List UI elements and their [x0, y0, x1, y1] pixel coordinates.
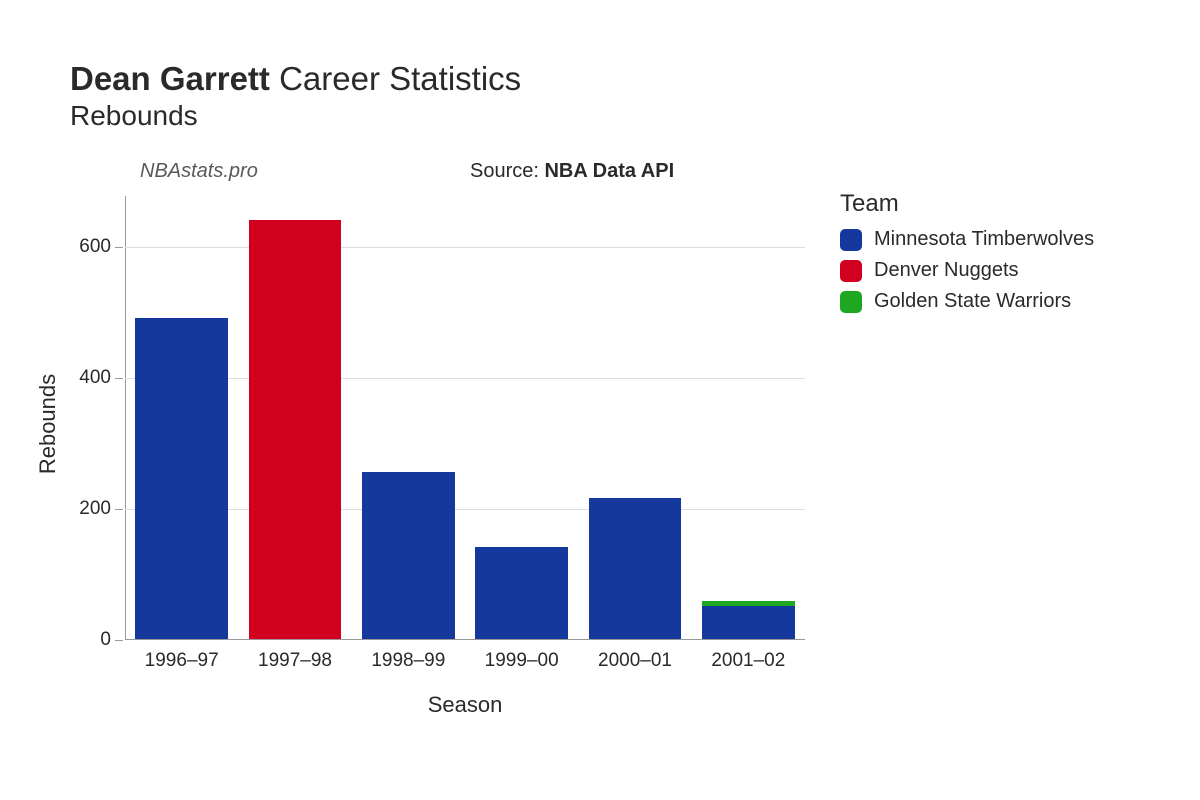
y-axis-title: Rebounds [35, 374, 61, 474]
x-tick-label: 2001–02 [711, 650, 785, 672]
legend-title: Team [840, 190, 1094, 218]
bar [475, 547, 568, 639]
legend-label: Denver Nuggets [874, 259, 1019, 282]
bar [135, 318, 228, 639]
y-tick [115, 509, 123, 510]
gridline [125, 247, 805, 248]
source-prefix: Source: [470, 160, 544, 182]
source-name: NBA Data API [544, 160, 674, 182]
x-axis-line [125, 639, 805, 640]
meta-row: NBAstats.pro Source: NBA Data API [70, 160, 1160, 188]
chart-title: Dean Garrett Career Statistics [70, 60, 1160, 98]
y-tick-label: 400 [79, 367, 111, 389]
bar-segment [362, 472, 455, 639]
legend-swatch [840, 260, 862, 282]
bar-segment [589, 498, 682, 639]
title-suffix: Career Statistics [279, 60, 521, 97]
watermark: NBAstats.pro [140, 160, 258, 183]
x-tick-label: 1998–99 [371, 650, 445, 672]
bar [249, 220, 342, 639]
y-tick [115, 378, 123, 379]
legend-label: Golden State Warriors [874, 290, 1071, 313]
player-name: Dean Garrett [70, 60, 270, 97]
source-attribution: Source: NBA Data API [470, 160, 674, 183]
x-tick-label: 1996–97 [145, 650, 219, 672]
title-block: Dean Garrett Career Statistics Rebounds [70, 60, 1160, 132]
chart-container: Dean Garrett Career Statistics Rebounds … [0, 0, 1200, 800]
y-axis-line [125, 196, 126, 640]
y-tick-label: 200 [79, 498, 111, 520]
bar [362, 472, 455, 639]
bar-segment [135, 318, 228, 639]
bar-segment [475, 547, 568, 639]
chart-subtitle: Rebounds [70, 100, 1160, 132]
plot-area: 02004006001996–971997–981998–991999–0020… [125, 208, 805, 640]
y-tick-label: 600 [79, 236, 111, 258]
legend-swatch [840, 291, 862, 313]
x-tick-label: 1999–00 [485, 650, 559, 672]
legend: Team Minnesota Timberwolves Denver Nugget… [840, 190, 1094, 321]
x-tick-label: 1997–98 [258, 650, 332, 672]
legend-item: Denver Nuggets [840, 259, 1094, 282]
x-axis-title: Season [428, 692, 503, 718]
bar-segment [702, 606, 795, 639]
bar-segment [249, 220, 342, 639]
bar [589, 498, 682, 639]
bar [702, 601, 795, 639]
legend-item: Minnesota Timberwolves [840, 228, 1094, 251]
legend-item: Golden State Warriors [840, 290, 1094, 313]
x-tick-label: 2000–01 [598, 650, 672, 672]
legend-swatch [840, 229, 862, 251]
legend-label: Minnesota Timberwolves [874, 228, 1094, 251]
y-tick-label: 0 [100, 629, 111, 651]
y-tick [115, 640, 123, 641]
y-tick [115, 247, 123, 248]
